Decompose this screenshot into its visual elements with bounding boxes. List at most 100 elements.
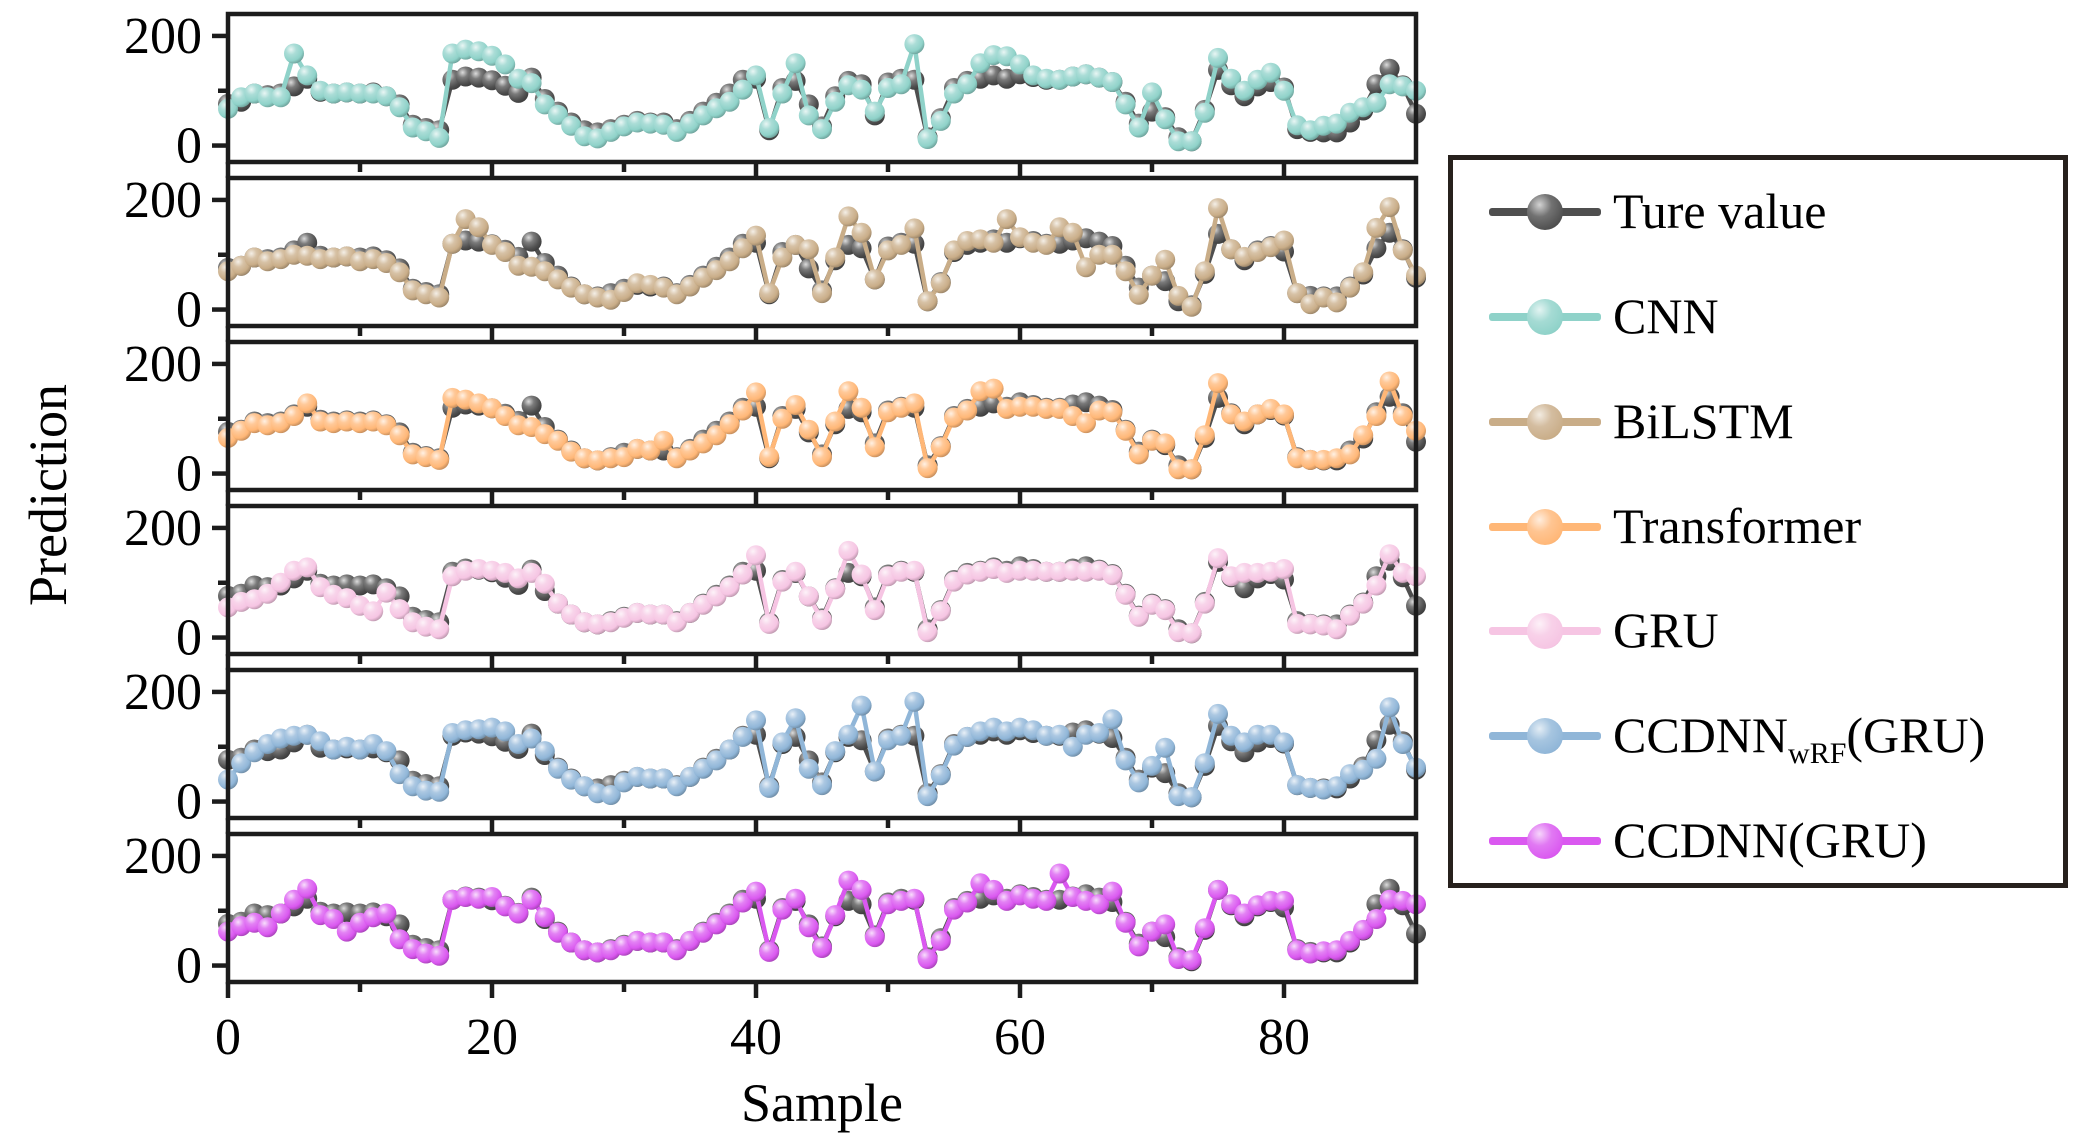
data-point: [363, 601, 384, 622]
series-CCDNNwRF(GRU): [218, 691, 1426, 808]
series-CNN: [218, 34, 1426, 152]
data-point: [495, 242, 516, 262]
data-point: [785, 53, 806, 74]
data-point: [706, 425, 727, 446]
data-point: [825, 91, 846, 112]
data-point: [389, 764, 410, 785]
data-point: [297, 393, 318, 414]
data-point: [812, 119, 832, 140]
data-point: [270, 572, 291, 593]
y-tick-label: 0: [176, 610, 202, 667]
data-point: [1155, 914, 1176, 935]
data-point: [429, 449, 450, 470]
data-point: [798, 586, 819, 607]
series-CCDNN(GRU): [218, 863, 1426, 971]
data-point: [1366, 575, 1387, 596]
data-point: [1102, 402, 1123, 423]
data-point: [231, 753, 252, 774]
data-point: [759, 941, 780, 962]
data-point: [1115, 94, 1136, 115]
data-point: [389, 262, 410, 283]
data-point: [825, 905, 846, 926]
data-point: [864, 437, 885, 458]
data-point: [732, 564, 753, 585]
plot-frame: [225, 175, 1419, 329]
data-point: [468, 217, 489, 238]
data-point: [930, 601, 951, 622]
data-point: [1181, 131, 1202, 152]
data-point: [1379, 197, 1400, 218]
data-point: [759, 613, 780, 634]
data-point: [930, 765, 951, 786]
data-point: [534, 907, 555, 928]
data-point: [732, 726, 753, 747]
data-point: [1102, 881, 1123, 902]
data-point: [719, 414, 740, 435]
data-point: [1274, 80, 1294, 101]
data-point: [812, 447, 832, 468]
data-point: [772, 899, 793, 920]
data-point: [917, 458, 938, 479]
subplot-CCDNN(GRU): 0 200: [124, 828, 1426, 998]
data-point: [548, 104, 568, 125]
data-point: [904, 34, 925, 55]
y-tick-label: 200: [124, 664, 202, 721]
data-point: [1102, 72, 1123, 92]
data-point: [1326, 776, 1347, 797]
data-point: [1353, 262, 1374, 283]
subplot-BiLSTM: 0 200: [124, 172, 1426, 342]
data-point: [1287, 283, 1308, 304]
data-point: [1155, 600, 1176, 621]
legend-marker-icon: [1527, 822, 1563, 859]
legend-label: Ture value: [1613, 183, 1827, 240]
data-point: [1234, 80, 1255, 101]
data-point: [297, 557, 318, 578]
data-point: [1353, 919, 1374, 940]
data-point: [746, 881, 766, 902]
plot-frame: [225, 503, 1419, 657]
data-point: [1062, 222, 1083, 243]
data-point: [983, 879, 1004, 900]
data-point: [1326, 292, 1347, 313]
series-BiLSTM: [218, 197, 1426, 317]
data-point: [1128, 936, 1149, 957]
data-point: [1208, 879, 1228, 900]
data-point: [1260, 62, 1281, 83]
data-point: [1194, 261, 1215, 282]
data-point: [534, 573, 555, 594]
data-point: [429, 619, 450, 640]
data-point: [732, 238, 753, 259]
data-point: [495, 54, 516, 75]
series-GRU: [218, 540, 1426, 644]
data-point: [1326, 619, 1347, 640]
data-point: [746, 710, 766, 731]
data-point: [1115, 584, 1136, 605]
data-point: [429, 287, 450, 308]
data-point: [957, 400, 978, 421]
data-point: [1208, 47, 1228, 68]
data-point: [785, 561, 806, 582]
data-point: [1128, 606, 1149, 627]
data-point: [891, 234, 912, 255]
x-tick-label: 80: [1258, 1009, 1310, 1066]
data-point: [759, 777, 780, 798]
legend-marker-icon: [1527, 299, 1563, 336]
data-point: [1208, 548, 1228, 569]
data-point: [864, 927, 885, 948]
data-point: [284, 889, 304, 910]
data-point: [891, 725, 912, 746]
data-point: [798, 758, 819, 779]
data-point: [1102, 709, 1123, 730]
data-point: [389, 599, 410, 620]
data-point: [1115, 261, 1136, 282]
data-point: [851, 79, 872, 100]
data-point: [1274, 404, 1294, 425]
data-point: [297, 878, 318, 899]
data-point: [521, 395, 542, 416]
data-point: [798, 239, 819, 260]
data-point: [1194, 102, 1215, 123]
data-point: [1392, 406, 1413, 426]
data-point: [1379, 697, 1400, 718]
data-point: [930, 437, 951, 458]
data-point: [785, 395, 806, 415]
